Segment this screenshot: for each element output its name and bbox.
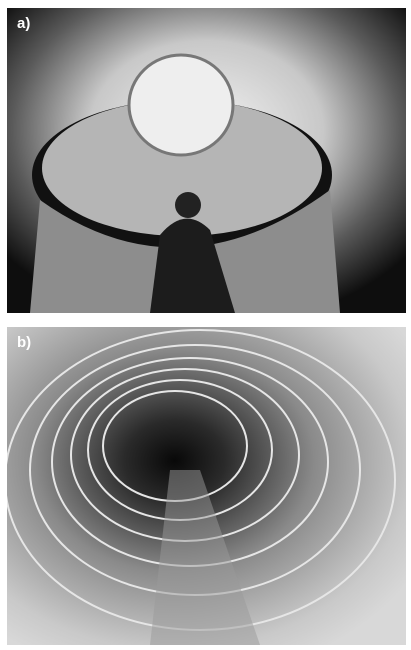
panel-label: b) xyxy=(17,334,31,351)
figure: a) b) xyxy=(0,0,411,650)
panel-b: b) xyxy=(5,327,406,645)
panel-a: a) xyxy=(7,8,406,313)
worker-head xyxy=(175,192,201,218)
panel-label: a) xyxy=(17,15,30,32)
pipe-opening xyxy=(129,55,233,155)
